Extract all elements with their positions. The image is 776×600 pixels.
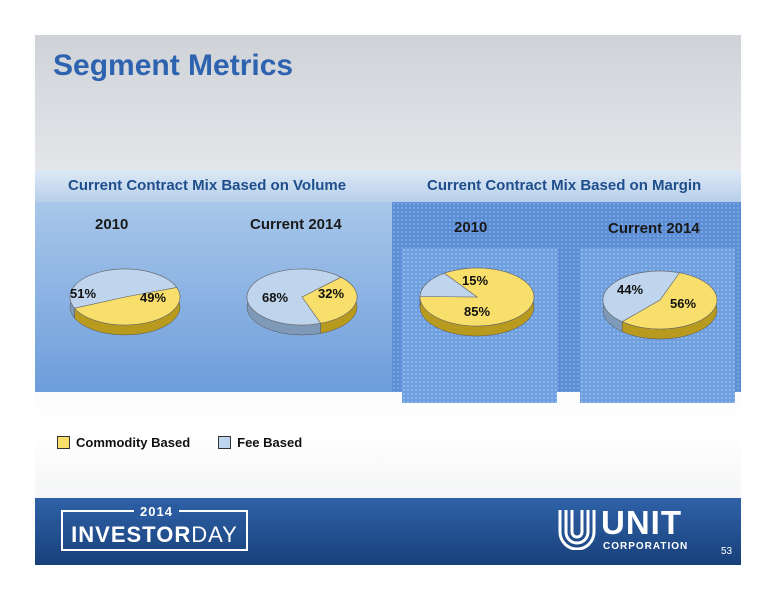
page-number: 53 bbox=[721, 546, 733, 557]
pie-label-3-fee: 44% bbox=[617, 282, 643, 297]
company-name: UNIT bbox=[601, 504, 682, 541]
event-year: 2014 bbox=[134, 504, 179, 519]
pie-slice-1-commodity bbox=[301, 276, 358, 324]
pie-label-3-commodity: 56% bbox=[670, 296, 696, 311]
company-subtitle: CORPORATION bbox=[603, 541, 689, 552]
pie-charts: 49% 51% 32% 68% 85% 15% 56% 44% bbox=[69, 267, 718, 340]
page-title: Segment Metrics bbox=[53, 49, 294, 82]
pie-label-1-fee: 68% bbox=[262, 290, 288, 305]
pie-volume-2014: 32% 68% bbox=[246, 268, 358, 336]
pie-slice-0-fee bbox=[69, 268, 178, 309]
pie-margin-2010: 85% 15% bbox=[419, 267, 535, 337]
pie-slice-0-commodity bbox=[74, 287, 181, 326]
fee-swatch bbox=[218, 436, 232, 449]
pie-label-2-commodity: 85% bbox=[464, 304, 490, 319]
event-word-day: DAY bbox=[191, 522, 238, 547]
pie-label-1-commodity: 32% bbox=[318, 286, 344, 301]
slide: Segment Metrics Current Contract Mix Bas… bbox=[35, 35, 741, 565]
chart-title-volume-2010: 2010 bbox=[95, 216, 129, 233]
pie-slice-1-fee bbox=[246, 268, 342, 326]
pie-volume-2010: 49% 51% bbox=[69, 268, 181, 336]
legend: Commodity Based Fee Based bbox=[57, 435, 302, 450]
pie-label-2-fee: 15% bbox=[462, 273, 488, 288]
pie-slice-3-commodity bbox=[621, 272, 718, 330]
unit-logo-icon bbox=[558, 510, 596, 550]
legend-commodity: Commodity Based bbox=[57, 435, 190, 450]
volume-section-label: Current Contract Mix Based on Volume bbox=[68, 177, 347, 194]
pie-margin-2014: 56% 44% bbox=[602, 270, 718, 340]
legend-commodity-label: Commodity Based bbox=[76, 435, 191, 450]
chart-title-volume-2014: Current 2014 bbox=[250, 216, 342, 233]
commodity-swatch bbox=[57, 436, 70, 449]
pie-label-0-commodity: 49% bbox=[140, 290, 166, 305]
event-word-investor: INVESTOR bbox=[71, 522, 192, 547]
margin-section-label: Current Contract Mix Based on Margin bbox=[427, 177, 702, 194]
pie-slice-3-fee bbox=[602, 270, 681, 323]
chart-title-margin-2014: Current 2014 bbox=[608, 220, 700, 237]
footer-bar: 2014 INVESTORDAY UNIT CORPORATION 53 bbox=[35, 498, 741, 565]
investor-day-logo: 2014 INVESTORDAY bbox=[61, 504, 248, 551]
pie-label-0-fee: 51% bbox=[70, 286, 96, 301]
chart-title-margin-2010: 2010 bbox=[454, 219, 488, 236]
pie-slice-2-fee bbox=[419, 272, 478, 298]
section-header-band: Current Contract Mix Based on Volume Cur… bbox=[35, 170, 741, 202]
legend-fee-label: Fee Based bbox=[237, 435, 303, 450]
legend-fee: Fee Based bbox=[218, 435, 302, 450]
